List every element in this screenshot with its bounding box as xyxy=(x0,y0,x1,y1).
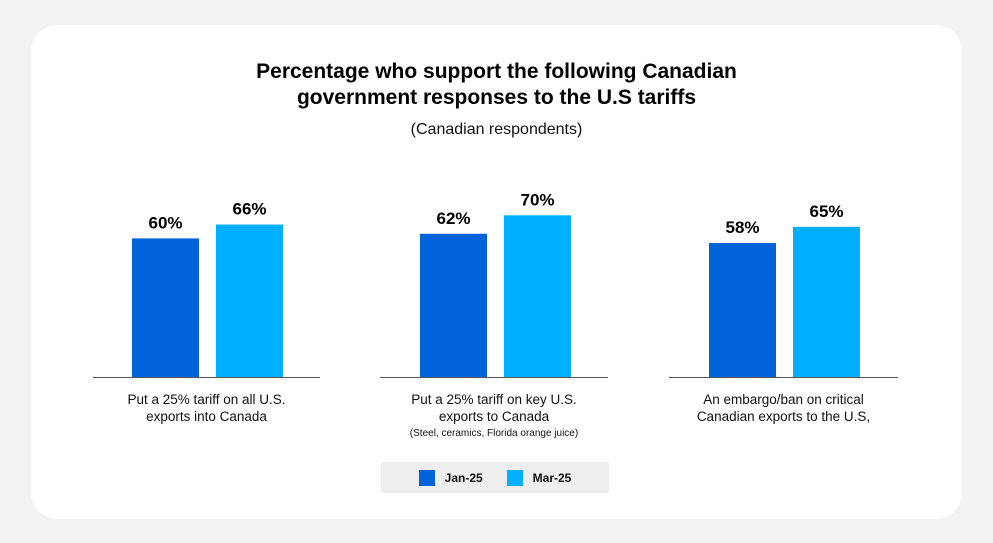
category-label-0-line-0: Put a 25% tariff on all U.S. xyxy=(127,392,285,407)
legend-label-mar: Mar-25 xyxy=(532,470,572,485)
data-label-mar-25-2: 65% xyxy=(809,202,843,221)
bar-jan-25-0 xyxy=(132,238,199,377)
category-label-0-line-1: exports into Canada xyxy=(146,409,267,424)
data-label-jan-25-2: 58% xyxy=(725,218,759,237)
data-label-jan-25-0: 60% xyxy=(148,213,182,232)
legend: Jan-25 Mar-25 xyxy=(381,462,609,493)
bar-mar-25-0 xyxy=(216,224,283,377)
bar-mar-25-1 xyxy=(504,215,571,377)
bar-mar-25-2 xyxy=(793,226,860,377)
legend-item-jan: Jan-25 xyxy=(418,469,483,486)
bar-jan-25-2 xyxy=(709,243,776,377)
category-label-2-line-0: An embargo/ban on critical xyxy=(703,392,864,407)
chart-title: Percentage who support the following Can… xyxy=(256,60,737,109)
legend-swatch-mar xyxy=(506,469,523,486)
data-label-mar-25-0: 66% xyxy=(232,200,266,219)
data-label-jan-25-1: 62% xyxy=(436,209,470,228)
bar-jan-25-1 xyxy=(420,233,487,377)
legend-swatch-jan xyxy=(418,469,435,486)
data-label-mar-25-1: 70% xyxy=(520,190,554,209)
category-note-1: (Steel, ceramics, Florida orange juice) xyxy=(410,428,578,439)
category-label-2-line-1: Canadian exports to the U.S, xyxy=(697,409,870,424)
category-label-1-line-1: exports to Canada xyxy=(439,409,550,424)
category-label-1-line-0: Put a 25% tariff on key U.S. xyxy=(411,392,577,407)
legend-item-mar: Mar-25 xyxy=(506,469,572,486)
legend-label-jan: Jan-25 xyxy=(444,470,483,485)
chart-subtitle: (Canadian respondents) xyxy=(410,121,583,138)
